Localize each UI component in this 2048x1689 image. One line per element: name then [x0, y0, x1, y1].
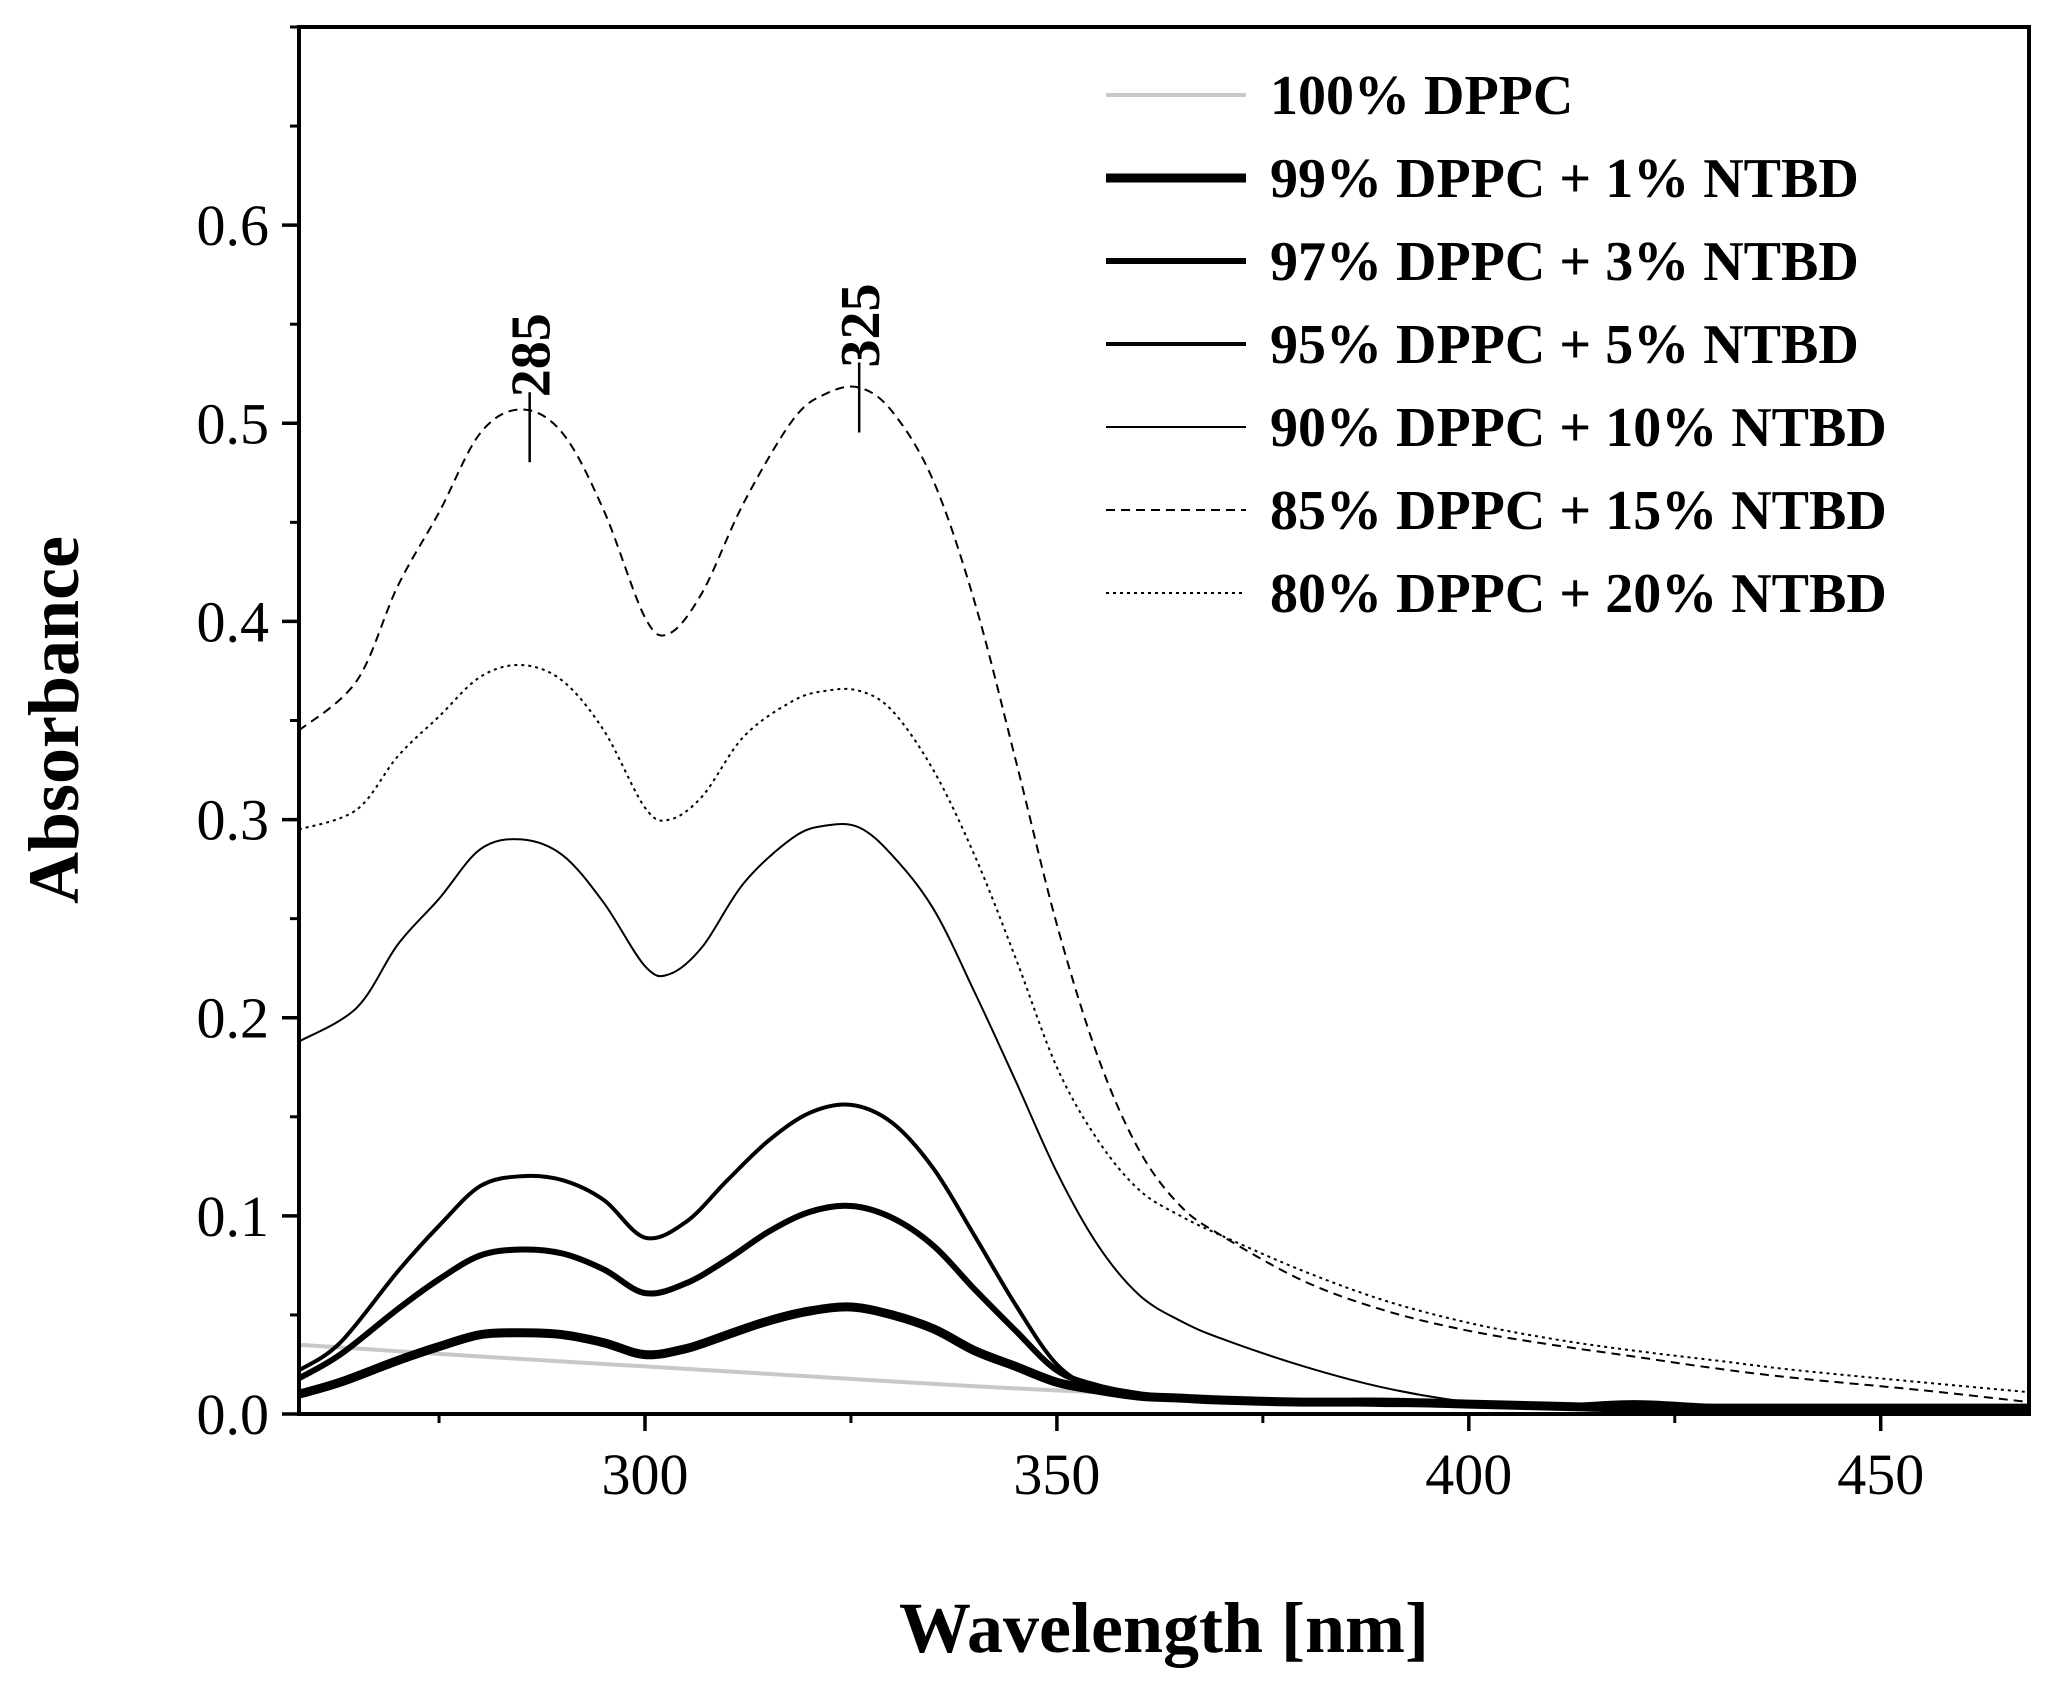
y-axis-title: Absorbance — [14, 536, 94, 904]
legend-label-100-dppc: 100% DPPC — [1270, 65, 1573, 127]
legend-label-80-dppc-20-ntbd: 80% DPPC + 20% NTBD — [1270, 563, 1887, 625]
y-tick-label: 0.3 — [197, 788, 270, 853]
legend-label-97-dppc-3-ntbd: 97% DPPC + 3% NTBD — [1270, 231, 1859, 293]
tick-layer — [282, 25, 1883, 1431]
x-tick-label: 350 — [1013, 1442, 1100, 1507]
tick-label-layer: 0.0 0.1 0.2 0.3 0.4 0.5 0.6 300 350 400 450 — [197, 193, 1925, 1507]
legend-label-99-dppc-1-ntbd: 99% DPPC + 1% NTBD — [1270, 148, 1859, 210]
y-tick-label: 0.1 — [197, 1184, 270, 1249]
peak-label-285: 285 — [501, 313, 563, 397]
series-line-90-dppc-10-ntbd — [298, 823, 2029, 1414]
y-tick-label: 0.6 — [197, 193, 270, 258]
x-tick-label: 300 — [602, 1442, 689, 1507]
y-tick-label: 0.2 — [197, 986, 270, 1051]
y-tick-label: 0.5 — [197, 391, 270, 456]
series-line-99-dppc-1-ntbd — [297, 1302, 2029, 1413]
series-layer — [297, 385, 2030, 1414]
legend-label-85-dppc-15-ntbd: 85% DPPC + 15% NTBD — [1270, 480, 1887, 542]
legend-label-90-dppc-10-ntbd: 90% DPPC + 10% NTBD — [1270, 397, 1887, 459]
series-line-97-dppc-3-ntbd — [297, 1202, 2029, 1412]
x-tick-label: 400 — [1425, 1442, 1512, 1507]
y-tick-label: 0.4 — [197, 589, 270, 654]
series-line-95-dppc-5-ntbd — [297, 1102, 2029, 1411]
x-tick-label: 450 — [1837, 1442, 1924, 1507]
y-tick-label: 0.0 — [197, 1382, 270, 1447]
x-axis-title: Wavelength [nm] — [899, 1588, 1429, 1668]
series-line-80-dppc-20-ntbd — [298, 663, 2030, 1394]
legend-label-95-dppc-5-ntbd: 95% DPPC + 5% NTBD — [1270, 314, 1859, 376]
annotation-layer: 285 325 — [501, 284, 892, 463]
legend: 100% DPPC 99% DPPC + 1% NTBD 97% DPPC + 3%… — [1106, 65, 1887, 625]
peak-label-325: 325 — [830, 284, 892, 368]
